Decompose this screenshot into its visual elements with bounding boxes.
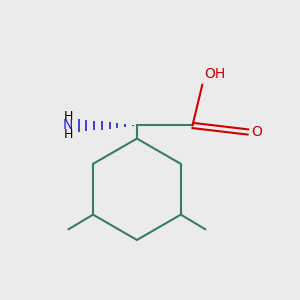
Text: OH: OH [204, 67, 225, 81]
Text: O: O [251, 125, 262, 139]
Text: N: N [63, 118, 73, 133]
Text: H: H [64, 128, 73, 141]
Text: H: H [64, 110, 73, 123]
